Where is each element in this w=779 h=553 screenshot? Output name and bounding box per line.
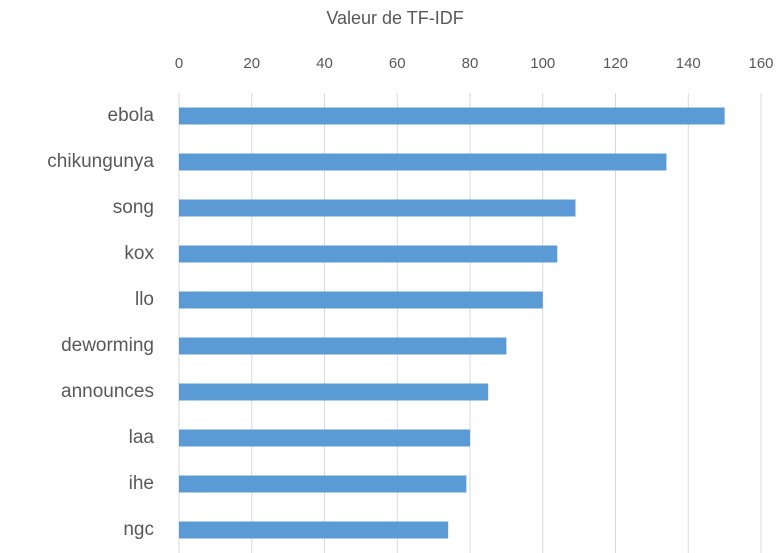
- y-tick-label: laa: [129, 427, 155, 448]
- x-tick-label: 80: [462, 55, 479, 72]
- y-tick-label: deworming: [61, 335, 154, 356]
- bar: [179, 429, 470, 447]
- bar: [179, 521, 449, 539]
- y-tick-label: ngc: [123, 519, 154, 540]
- bar: [179, 383, 489, 401]
- x-tick-label: 160: [748, 55, 773, 72]
- x-tick-label: 60: [389, 55, 406, 72]
- x-tick-label: 120: [603, 55, 628, 72]
- bar: [179, 199, 576, 217]
- y-tick-label: ihe: [129, 473, 154, 494]
- y-tick-label: announces: [61, 381, 154, 402]
- y-tick-label: ebola: [108, 105, 155, 126]
- bar: [179, 245, 558, 263]
- y-tick-label: kox: [124, 243, 154, 264]
- y-tick-label: song: [113, 197, 154, 218]
- bar: [179, 337, 507, 355]
- x-tick-label: 100: [530, 55, 555, 72]
- axis-title: Valeur de TF-IDF: [326, 8, 463, 28]
- bar: [179, 291, 543, 309]
- y-tick-label: chikungunya: [47, 151, 154, 172]
- y-tick-label: llo: [135, 289, 154, 310]
- bar: [179, 153, 667, 171]
- bar: [179, 107, 725, 125]
- x-tick-label: 140: [676, 55, 701, 72]
- x-tick-label: 40: [316, 55, 333, 72]
- x-tick-label: 0: [175, 55, 183, 72]
- bar: [179, 475, 467, 493]
- x-tick-label: 20: [243, 55, 260, 72]
